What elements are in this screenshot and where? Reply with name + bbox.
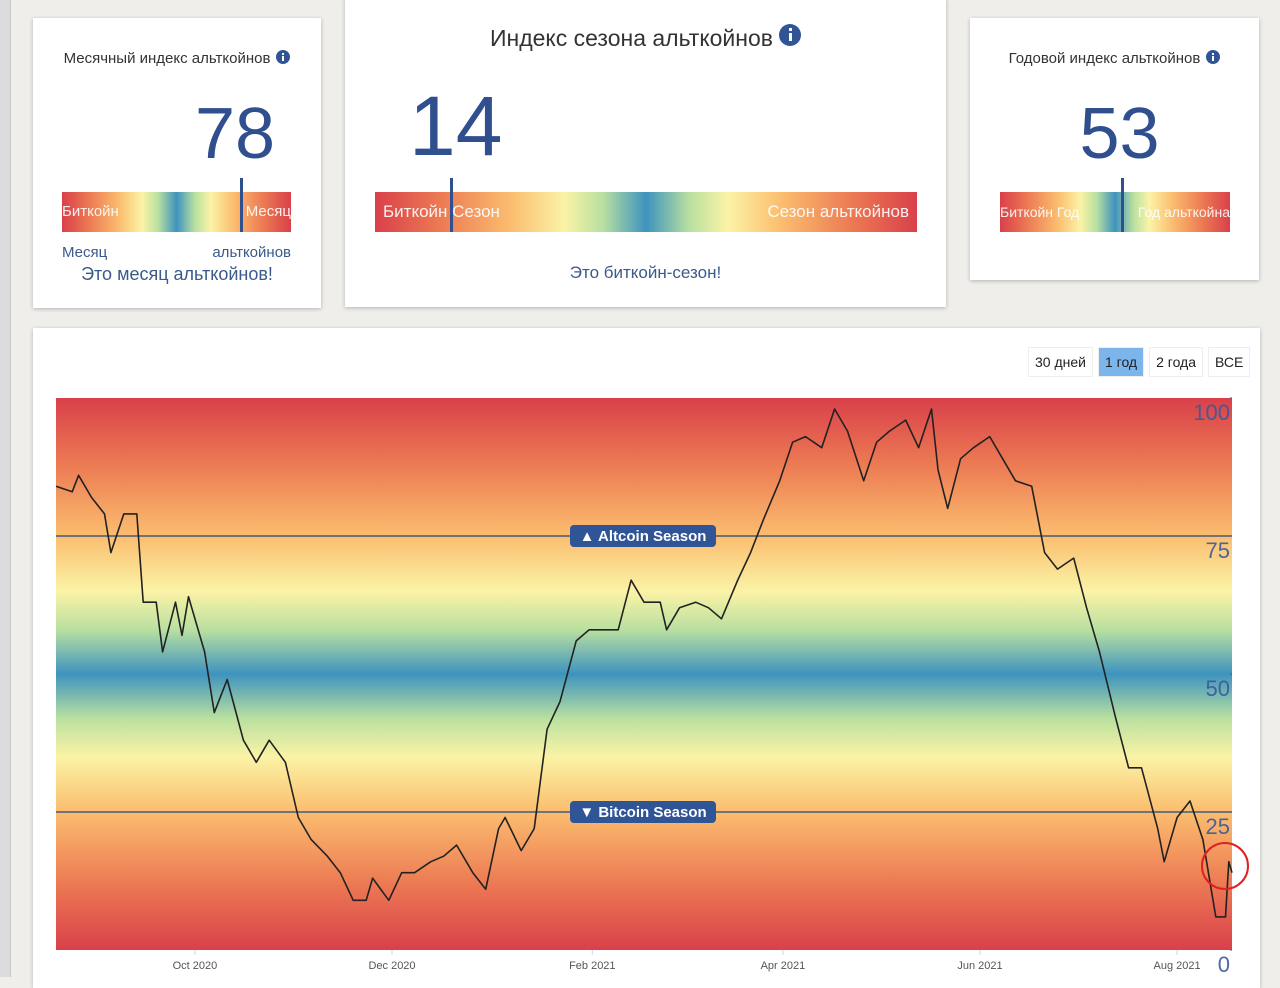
- band-label-box: [570, 525, 716, 547]
- range-button[interactable]: 2 года: [1149, 347, 1204, 377]
- card-title: Индекс сезона альткойнов: [345, 24, 946, 52]
- x-tick-label: Aug 2021: [1154, 960, 1201, 972]
- gauge-label: Биткойн Сезон: [383, 202, 500, 221]
- gauge-label: Сезон альткойнов: [767, 202, 909, 221]
- y-tick-label: 0: [1218, 952, 1230, 977]
- title-text: Индекс сезона альткойнов: [489, 25, 773, 51]
- index-message: Это месяц альткойнов!: [81, 264, 273, 284]
- x-tick-label: Apr 2021: [761, 960, 806, 972]
- gauge-marker: [449, 178, 453, 232]
- gauge-marker: [239, 178, 243, 232]
- gauge-label: Месяц: [245, 203, 291, 220]
- x-tick-label: Dec 2020: [368, 960, 415, 972]
- gauge: Биткойн Сезон Сезон альткойнов: [375, 178, 917, 232]
- yearly-card: Годовой индекс альткойнов 53 Биткойн Год…: [970, 18, 1259, 280]
- card-title: Годовой индекс альткойнов: [970, 50, 1259, 67]
- info-icon[interactable]: [1206, 50, 1221, 64]
- range-button[interactable]: ВСЕ: [1208, 347, 1251, 377]
- season-card: Индекс сезона альткойнов 14 Биткойн Сезо…: [345, 0, 946, 307]
- side-strip: [0, 0, 11, 977]
- gauge-caption: Месяц: [62, 244, 108, 261]
- gauge: Биткойн Год Год альткойна: [1000, 178, 1230, 232]
- monthly-card: Месячный индекс альткойнов 78 Биткойн Ме…: [33, 18, 321, 308]
- range-button[interactable]: 30 дней: [1028, 347, 1093, 377]
- index-value: 78: [195, 94, 276, 174]
- title-text: Месячный индекс альткойнов: [63, 50, 271, 67]
- index-message: Это биткойн-сезон!: [569, 263, 722, 282]
- series-line: [55, 408, 1233, 918]
- y-tick-label: 100: [1193, 400, 1230, 425]
- card-title: Месячный индекс альткойнов: [33, 50, 321, 67]
- range-button[interactable]: 1 год: [1097, 347, 1145, 377]
- gauge-caption: альткойнов: [212, 244, 291, 261]
- plot-background: [56, 398, 1232, 950]
- info-icon[interactable]: [276, 50, 291, 64]
- band-label-box: [570, 801, 716, 823]
- gauge-label: Биткойн Год: [1000, 204, 1080, 220]
- y-tick-label: 75: [1206, 538, 1230, 563]
- gauge: Биткойн Месяц: [62, 178, 291, 232]
- x-tick-label: Oct 2020: [173, 960, 218, 972]
- info-icon[interactable]: [779, 24, 801, 46]
- x-tick-label: Feb 2021: [569, 960, 615, 972]
- title-text: Годовой индекс альткойнов: [1008, 50, 1201, 67]
- gauge-label: Год альткойна: [1137, 204, 1230, 220]
- band-label: ▲ Altcoin Season: [580, 528, 707, 545]
- index-value: 14: [409, 79, 503, 173]
- highlight-circle: [1201, 842, 1249, 890]
- band-label: ▼ Bitcoin Season: [579, 804, 706, 821]
- gauge-label: Биткойн: [62, 203, 119, 220]
- y-tick-label: 50: [1206, 676, 1230, 701]
- index-value: 53: [1079, 94, 1160, 174]
- x-tick-label: Jun 2021: [957, 960, 1002, 972]
- gauge-marker: [1120, 178, 1124, 232]
- y-tick-label: 25: [1206, 814, 1230, 839]
